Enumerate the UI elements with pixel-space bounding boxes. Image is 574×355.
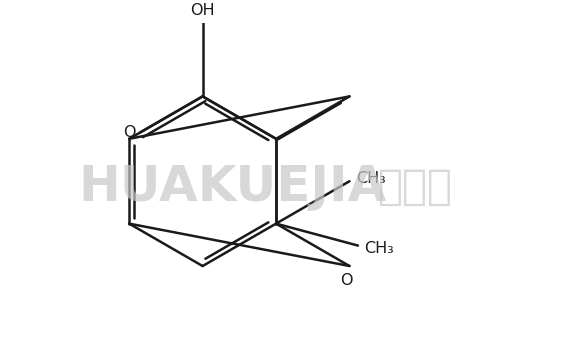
Text: HUAKUEJIA: HUAKUEJIA — [78, 163, 387, 211]
Text: O: O — [340, 273, 353, 288]
Text: 化学加: 化学加 — [378, 166, 453, 208]
Text: OH: OH — [191, 4, 215, 18]
Text: O: O — [123, 125, 136, 140]
Text: CH₃: CH₃ — [364, 241, 394, 256]
Text: CH₃: CH₃ — [356, 171, 386, 186]
